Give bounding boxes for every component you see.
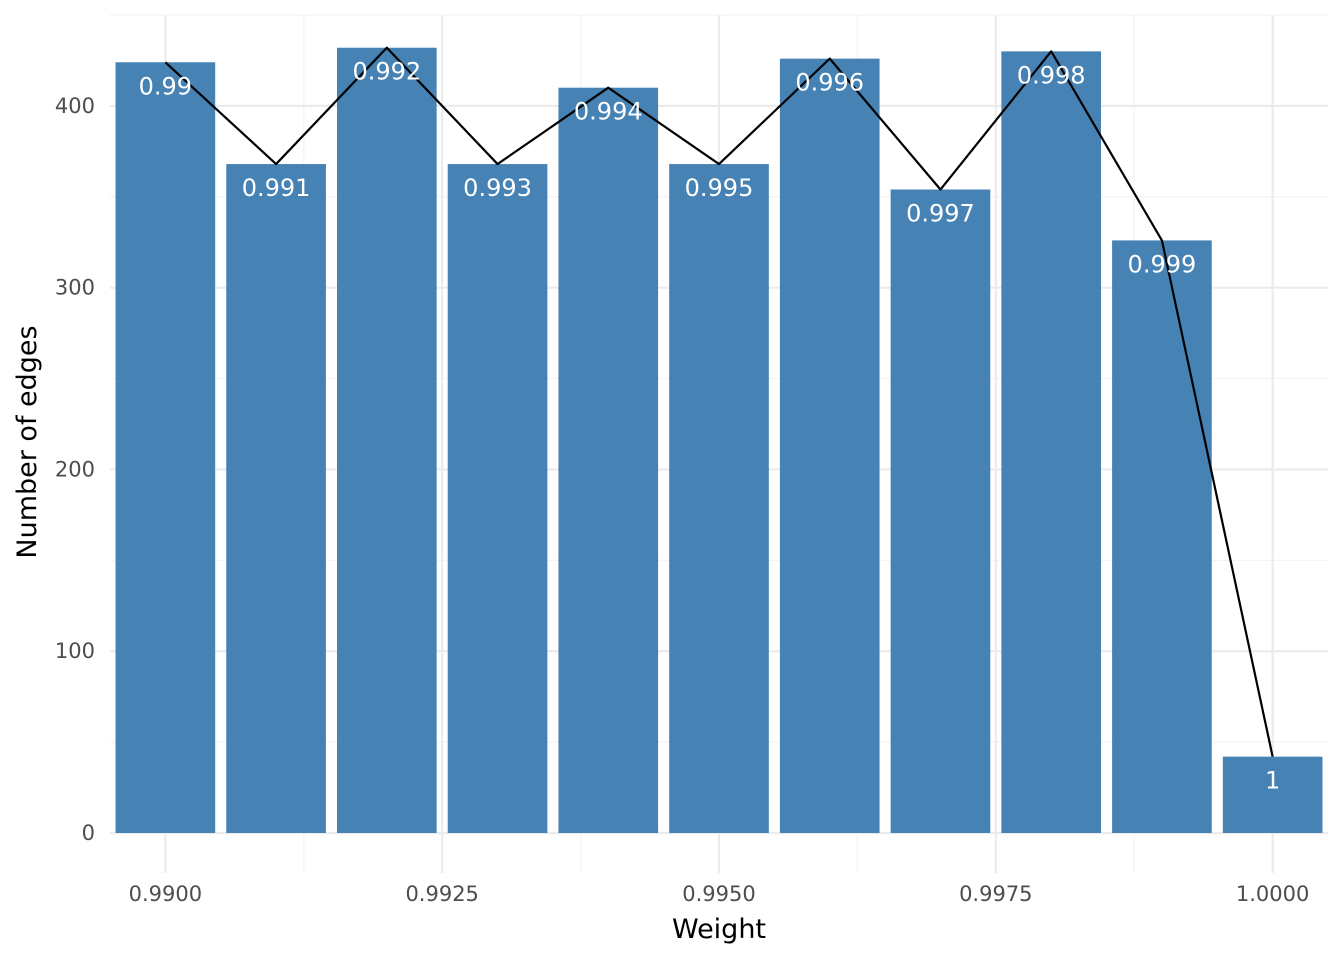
overlay-line bbox=[164, 46, 1274, 757]
x-tick-label: 0.9975 bbox=[959, 882, 1032, 906]
bar-labels: 0.99 0.991 0.992 0.993 0.994 0.995 0.996 0.997 0… bbox=[139, 58, 1281, 795]
bar-value-label: 0.995 bbox=[685, 174, 754, 202]
bars bbox=[115, 47, 1323, 834]
bar-value-label: 0.991 bbox=[242, 174, 311, 202]
bar bbox=[1112, 240, 1212, 834]
y-tick-label: 100 bbox=[55, 639, 95, 663]
bar-value-label: 0.992 bbox=[352, 58, 421, 86]
x-tick-label: 0.9900 bbox=[129, 882, 202, 906]
x-tick-label: 0.9950 bbox=[682, 882, 755, 906]
x-tick-label: 0.9925 bbox=[405, 882, 478, 906]
x-axis-ticks: 0.9900 0.9925 0.9950 0.9975 1.0000 bbox=[129, 882, 1310, 906]
x-axis-title: Weight bbox=[672, 914, 766, 945]
bar-value-label: 0.993 bbox=[463, 174, 532, 202]
bar-value-label: 1 bbox=[1265, 767, 1280, 795]
bar bbox=[669, 164, 769, 833]
x-tick-label: 1.0000 bbox=[1236, 882, 1309, 906]
bar bbox=[890, 189, 991, 834]
y-axis-title: Number of edges bbox=[12, 325, 43, 558]
bar bbox=[115, 62, 216, 834]
bar-value-label: 0.998 bbox=[1017, 61, 1086, 89]
bar-value-label: 0.997 bbox=[906, 200, 975, 228]
bar bbox=[1222, 756, 1323, 833]
y-tick-label: 400 bbox=[55, 94, 95, 118]
bar bbox=[558, 87, 659, 833]
bar-value-label: 0.994 bbox=[574, 98, 643, 126]
bar bbox=[336, 47, 437, 834]
bar bbox=[226, 164, 326, 833]
overlay-line-layer bbox=[164, 46, 1274, 757]
y-tick-label: 0 bbox=[82, 821, 95, 845]
bar bbox=[447, 164, 548, 833]
y-tick-label: 200 bbox=[55, 457, 95, 481]
bar bbox=[1001, 51, 1102, 834]
bar-value-label: 0.99 bbox=[139, 72, 192, 100]
y-tick-label: 300 bbox=[55, 276, 95, 300]
bar-value-label: 0.996 bbox=[795, 69, 864, 97]
y-axis-ticks: 0 100 200 300 400 bbox=[55, 94, 95, 845]
bar bbox=[779, 58, 880, 834]
bar-value-label: 0.999 bbox=[1128, 250, 1197, 278]
